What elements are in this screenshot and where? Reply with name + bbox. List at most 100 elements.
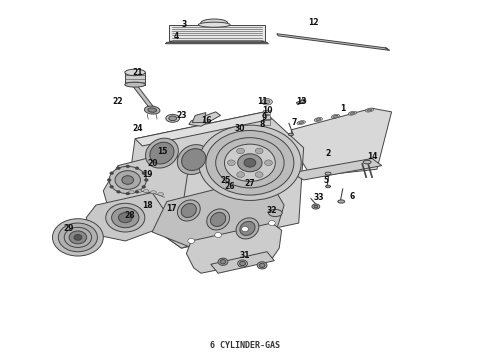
Polygon shape (125, 72, 146, 85)
Ellipse shape (331, 114, 340, 118)
Circle shape (135, 167, 139, 170)
Ellipse shape (363, 160, 371, 164)
Circle shape (215, 233, 221, 238)
Circle shape (220, 260, 226, 264)
Text: 22: 22 (113, 96, 123, 105)
Circle shape (112, 208, 139, 228)
Text: 1: 1 (340, 104, 345, 113)
Ellipse shape (145, 106, 160, 114)
Circle shape (188, 238, 195, 243)
Text: 31: 31 (240, 251, 250, 260)
Circle shape (52, 219, 103, 256)
Polygon shape (125, 112, 304, 248)
Circle shape (218, 258, 228, 265)
Polygon shape (152, 176, 284, 255)
Bar (263, 115, 270, 120)
Text: 27: 27 (245, 179, 255, 188)
Text: 13: 13 (296, 96, 306, 105)
Text: 4: 4 (174, 32, 179, 41)
Circle shape (117, 167, 121, 170)
Circle shape (255, 172, 263, 177)
Circle shape (255, 148, 263, 154)
Text: 8: 8 (259, 120, 265, 129)
Circle shape (240, 261, 245, 266)
Bar (169, 25, 265, 42)
Polygon shape (186, 223, 282, 273)
Ellipse shape (314, 205, 318, 208)
Text: 14: 14 (367, 152, 377, 161)
Ellipse shape (169, 116, 176, 121)
Circle shape (117, 190, 121, 193)
Circle shape (119, 213, 132, 223)
Circle shape (109, 166, 147, 194)
Text: 33: 33 (313, 193, 323, 202)
Text: 23: 23 (176, 111, 187, 120)
Text: 18: 18 (142, 201, 152, 210)
Polygon shape (165, 42, 269, 44)
Text: 30: 30 (235, 123, 245, 132)
Circle shape (110, 185, 114, 188)
Circle shape (238, 260, 247, 267)
Ellipse shape (333, 115, 338, 117)
Text: 17: 17 (167, 204, 177, 213)
Ellipse shape (236, 218, 259, 239)
Circle shape (198, 125, 301, 201)
Ellipse shape (158, 193, 164, 195)
Ellipse shape (366, 108, 374, 112)
Ellipse shape (207, 209, 229, 230)
Text: 25: 25 (220, 176, 231, 185)
Circle shape (206, 131, 294, 195)
Polygon shape (292, 108, 392, 176)
Ellipse shape (177, 145, 210, 175)
Circle shape (135, 190, 139, 193)
Circle shape (269, 221, 275, 226)
Polygon shape (125, 204, 191, 248)
Text: 6: 6 (350, 192, 355, 201)
Polygon shape (211, 252, 274, 273)
Ellipse shape (198, 22, 230, 27)
Ellipse shape (150, 191, 156, 194)
Circle shape (110, 172, 114, 175)
Circle shape (142, 185, 146, 188)
Polygon shape (132, 85, 155, 108)
Polygon shape (192, 113, 206, 123)
Ellipse shape (150, 142, 174, 164)
Circle shape (122, 176, 134, 184)
Circle shape (257, 262, 267, 269)
Ellipse shape (325, 172, 331, 175)
Polygon shape (103, 152, 189, 220)
Polygon shape (277, 34, 388, 50)
Ellipse shape (182, 149, 206, 171)
Text: 16: 16 (201, 116, 211, 125)
Bar (263, 110, 270, 114)
Text: 26: 26 (224, 182, 235, 191)
Ellipse shape (177, 200, 200, 221)
Text: 32: 32 (267, 206, 277, 215)
Ellipse shape (312, 204, 320, 209)
Ellipse shape (348, 111, 357, 115)
Circle shape (126, 192, 130, 195)
Ellipse shape (209, 151, 242, 181)
Text: 7: 7 (291, 118, 296, 127)
Text: 12: 12 (308, 18, 318, 27)
Text: 3: 3 (181, 19, 187, 28)
Text: 9: 9 (262, 113, 267, 122)
Circle shape (244, 158, 256, 167)
Text: 6 CYLINDER-GAS: 6 CYLINDER-GAS (210, 341, 280, 350)
Ellipse shape (350, 112, 355, 114)
Polygon shape (292, 158, 382, 180)
Ellipse shape (314, 117, 322, 121)
Ellipse shape (289, 133, 294, 136)
Ellipse shape (299, 122, 303, 124)
Ellipse shape (128, 191, 134, 194)
Text: 20: 20 (147, 159, 157, 168)
Ellipse shape (146, 138, 178, 168)
Circle shape (242, 226, 248, 231)
Ellipse shape (264, 100, 270, 104)
Polygon shape (169, 41, 265, 43)
Circle shape (227, 160, 235, 166)
Polygon shape (86, 193, 164, 241)
Circle shape (265, 160, 272, 166)
Ellipse shape (143, 190, 149, 193)
Ellipse shape (338, 200, 344, 203)
